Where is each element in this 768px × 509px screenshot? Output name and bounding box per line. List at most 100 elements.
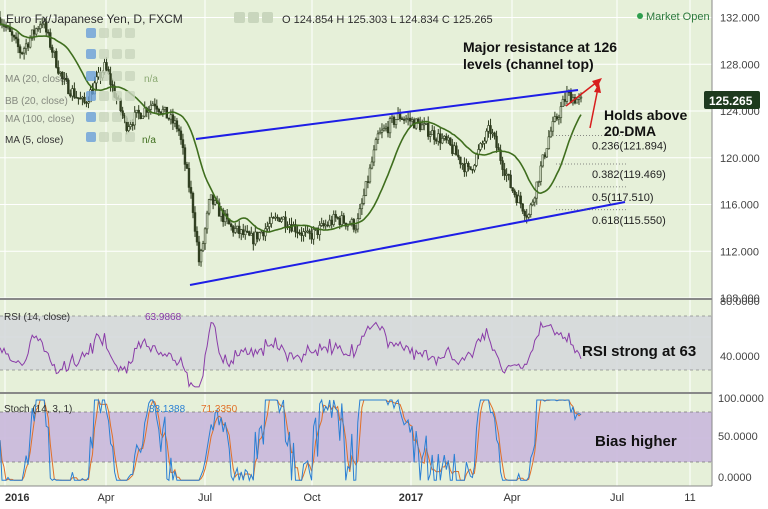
overlay-toggle-icon[interactable] [99,28,109,38]
candle-body [302,231,305,236]
overlay-toggle-icon[interactable] [125,132,135,142]
price-badge: 125.265 [709,94,753,108]
candle-body [352,219,356,230]
candle-body [559,106,563,118]
candle-body [485,130,488,142]
candle-body [149,105,152,110]
candle-body [163,106,167,110]
candle-body [497,147,500,151]
rsi-title[interactable]: RSI (14, close) [4,312,70,323]
candle-body [577,96,581,100]
candle-body [45,21,48,33]
candle-body [155,105,159,110]
stoch-title[interactable]: Stoch (14, 3, 1) [4,404,72,415]
overlay-toggle-icon[interactable] [86,49,96,59]
candle-body [495,135,498,148]
candle-body [517,195,520,204]
candle-body [406,117,410,120]
overlay-toggle-icon[interactable] [99,112,109,122]
overlay-toggle-icon[interactable] [112,71,122,81]
ma100-label[interactable]: MA (100, close) [5,114,74,125]
candle-body [457,154,460,158]
overlay-toggle-icon[interactable] [125,71,135,81]
candle-body [449,137,452,146]
candle-body [131,124,134,126]
candle-body [525,215,528,218]
ma20-label[interactable]: MA (20, close) [5,74,69,85]
overlay-toggle-icon[interactable] [112,112,122,122]
candle-body [531,201,534,206]
price-axis-bg [712,0,768,486]
candle-body [103,62,106,73]
candle-body [551,121,555,132]
candle-body [171,114,175,124]
candle-body [555,116,559,120]
time-axis[interactable]: 2016 Apr Jul Oct 2017 Apr Jul 11 [5,492,696,504]
candle-body [32,29,36,35]
candle-body [157,108,161,113]
candle-body [364,181,368,196]
channel-bottom-line[interactable] [189,201,626,286]
ma5-label[interactable]: MA (5, close) [5,135,63,146]
overlay-toggle-icon[interactable] [125,112,135,122]
candle-body [217,202,221,217]
settings-icon[interactable] [248,12,259,23]
candle-body [390,116,394,119]
candle-body [481,143,484,145]
candle-body [553,116,557,122]
overlay-toggle-icon[interactable] [86,91,96,101]
candle-body [276,216,279,219]
price-axis[interactable]: 132.000 128.000 124.000 120.000 116.000 112.0… [720,13,760,305]
candle-body [334,214,337,218]
candle-body [69,93,72,97]
overlay-toggle-icon[interactable] [112,91,122,101]
candle-body [258,232,261,240]
eye-icon[interactable] [234,12,245,23]
overlay-toggle-icon[interactable] [99,71,109,81]
candle-body [201,243,205,252]
overlay-toggle-icon[interactable] [99,91,109,101]
overlay-toggle-icon[interactable] [86,112,96,122]
candle-body [402,119,406,121]
close-icon[interactable] [262,12,273,23]
market-status: Market Open [646,11,710,23]
price-tick-label: 116.000 [720,200,759,212]
candle-body [479,143,482,150]
overlay-toggle-icon[interactable] [99,49,109,59]
bb-label[interactable]: BB (20, close) [5,96,68,107]
candle-body [109,73,112,85]
overlay-toggle-icon[interactable] [112,28,122,38]
rsi-axis[interactable]: 80.0000 40.0000 [720,296,760,363]
rsi-separator[interactable] [0,298,712,300]
candle-body [427,123,430,137]
overlay-toggle-icon[interactable] [86,71,96,81]
stoch-axis[interactable]: 100.0000 50.0000 0.0000 [718,393,764,484]
overlay-toggle-icon[interactable] [86,28,96,38]
candle-body [167,117,171,120]
overlay-toggle-icon[interactable] [99,132,109,142]
candle-body [467,163,470,167]
overlay-toggle-icon[interactable] [112,132,122,142]
candle-body [505,173,508,176]
stoch-separator[interactable] [0,392,712,394]
candle-body [360,203,364,210]
overlay-toggle-icon[interactable] [112,49,122,59]
candle-body [298,232,301,234]
candle-body [378,131,382,135]
overlay-toggle-icon[interactable] [125,28,135,38]
candle-body [465,163,468,173]
overlay-toggle-icon[interactable] [125,91,135,101]
candle-body [443,135,446,139]
candle-body [282,216,285,220]
candle-body [433,130,436,140]
overlay-toggle-icon[interactable] [86,132,96,142]
rsi-tick-80: 80.0000 [720,296,760,308]
candle-body [256,231,259,240]
candle-body [240,229,243,234]
candle-body [111,84,114,87]
candle-body [487,125,490,132]
channel-top-line[interactable] [195,89,579,140]
overlay-toggle-icon[interactable] [125,49,135,59]
candle-body [36,28,40,30]
overlay-icon-rows [86,28,135,142]
